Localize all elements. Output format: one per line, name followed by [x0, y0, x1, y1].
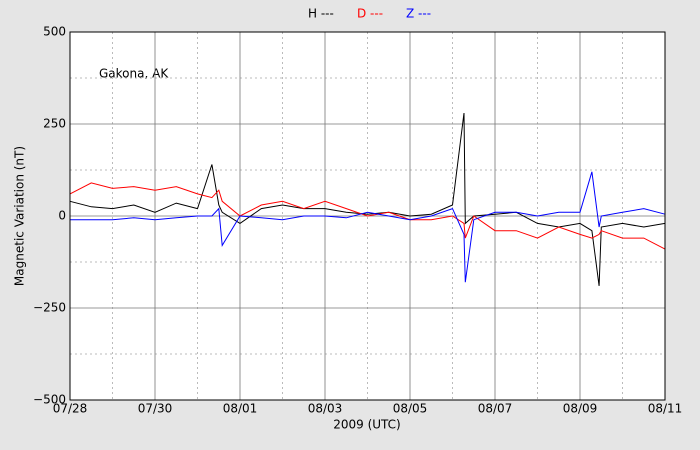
y-tick-label: −250 — [33, 301, 66, 315]
y-axis-label: Magnetic Variation (nT) — [13, 146, 27, 286]
legend-entry: Z --- — [406, 7, 431, 21]
y-tick-label: −500 — [33, 393, 66, 407]
y-tick-label: 250 — [43, 117, 66, 131]
y-tick-label: 500 — [43, 25, 66, 39]
x-tick-label: 08/09 — [563, 402, 598, 416]
x-tick-label: 07/30 — [138, 402, 173, 416]
x-axis-label: 2009 (UTC) — [333, 418, 401, 432]
x-tick-label: 08/11 — [648, 402, 683, 416]
x-tick-label: 08/03 — [308, 402, 343, 416]
legend-entry: D --- — [357, 7, 383, 21]
series-line — [69, 182, 666, 250]
legend: H --- D --- Z --- — [308, 7, 431, 21]
x-tick-label: 08/05 — [393, 402, 428, 416]
series-line — [70, 171, 666, 283]
legend-entry: H --- — [308, 7, 334, 21]
x-tick-label: 08/01 — [223, 402, 258, 416]
plot-frame — [69, 31, 666, 401]
y-tick-label: 0 — [58, 209, 66, 223]
x-tick-label: 08/07 — [478, 402, 513, 416]
annotation: Gakona, AK — [99, 67, 169, 81]
x-tick-label: 07/28 — [53, 402, 88, 416]
